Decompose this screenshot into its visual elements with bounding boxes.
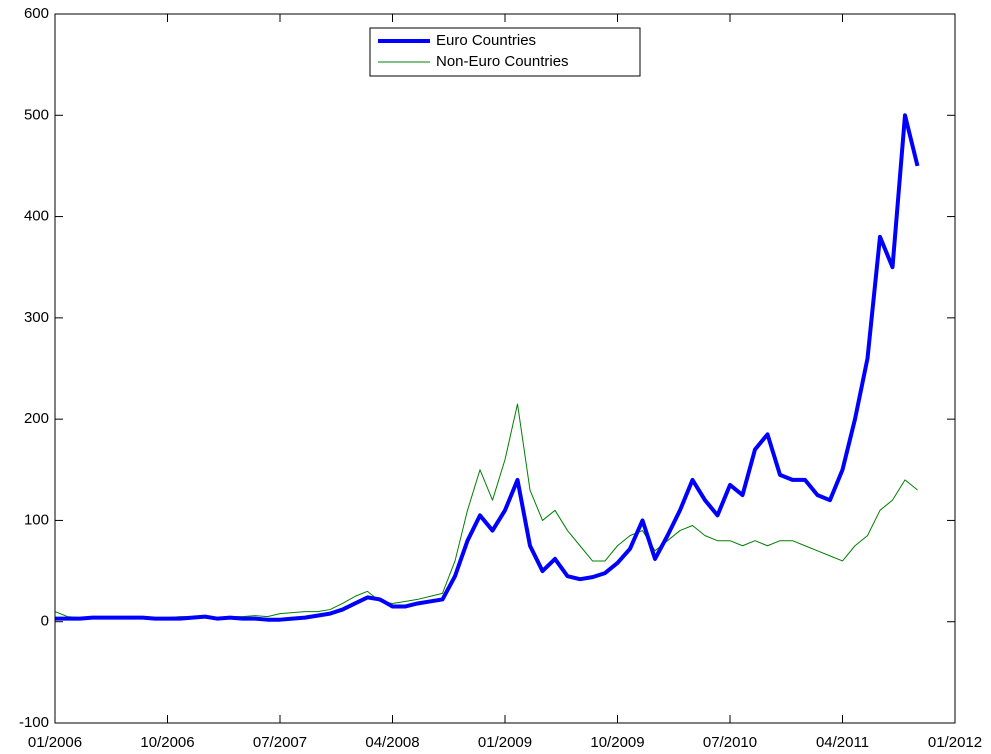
y-tick-label: 100	[24, 511, 49, 528]
y-tick-label: 0	[41, 613, 49, 630]
legend-box	[369, 27, 641, 77]
x-tick-label: 07/2007	[253, 734, 307, 751]
y-tick-label: 600	[24, 5, 49, 22]
plot-area	[55, 14, 955, 723]
x-tick-label: 01/2009	[478, 734, 532, 751]
x-tick-label: 10/2006	[140, 734, 194, 751]
legend-label: Non-Euro Countries	[436, 53, 569, 70]
x-tick-label: 04/2011	[816, 734, 869, 751]
y-tick-label: 400	[24, 208, 49, 225]
y-tick-label: 500	[24, 106, 49, 123]
x-tick-label: 01/2012	[928, 734, 982, 751]
y-tick-label: 300	[24, 309, 49, 326]
legend: Euro Countries Non-Euro Countries	[369, 27, 641, 77]
x-tick-label: 07/2010	[703, 734, 757, 751]
data-line	[55, 113, 920, 622]
x-tick-label: 10/2009	[590, 734, 644, 751]
y-tick-label: -100	[19, 714, 49, 731]
x-tick-label: 01/2006	[28, 734, 82, 751]
x-tick-label: 04/2008	[365, 734, 419, 751]
legend-label: Euro Countries	[436, 32, 536, 49]
y-tick-label: 200	[24, 410, 49, 427]
